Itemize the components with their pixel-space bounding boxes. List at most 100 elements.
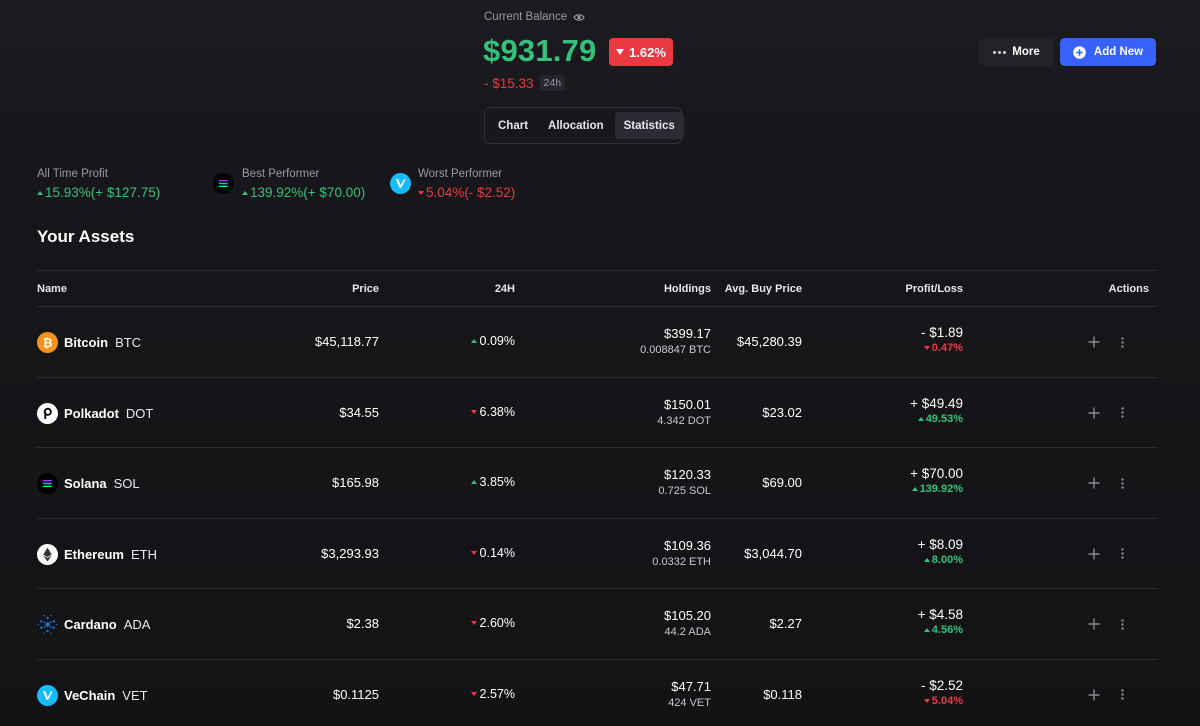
asset-profit-loss: - $1.89 0.47%	[921, 325, 963, 354]
profit-loss-pct: 139.92%	[910, 483, 963, 495]
asset-24h-change-value: 0.09%	[479, 334, 515, 348]
asset-avg-buy-price: $69.00	[762, 475, 802, 490]
balance-label-text: Current Balance	[484, 11, 568, 23]
holdings-amount: 0.008847 BTC	[640, 344, 711, 356]
table-row[interactable]: Solana SOL $165.98 3.85% $120.33 0.725 SOL $69…	[37, 448, 1157, 519]
ethereum-icon	[37, 543, 58, 565]
table-row[interactable]: Cardano ADA $2.38 2.60% $105.20 44.2 ADA $2.27…	[37, 589, 1157, 660]
asset-price: $34.55	[339, 404, 379, 420]
asset-name-cell[interactable]: Ethereum ETH	[37, 543, 157, 565]
col-24h[interactable]: 24H	[494, 283, 515, 295]
table-row[interactable]: Ethereum ETH $3,293.93 0.14% $109.36 0.0332 E…	[37, 519, 1157, 589]
table-row[interactable]: ₿ Bitcoin BTC $45,118.77 0.09% $399.17 0.00884…	[37, 307, 1157, 378]
col-price[interactable]: Price	[352, 283, 379, 295]
add-transaction-button[interactable]	[1084, 589, 1104, 659]
asset-holdings: $150.01 4.342 DOT	[657, 397, 711, 427]
profit-loss-pct-value: 5.04%	[931, 694, 963, 707]
profit-loss-value: + $8.09	[917, 536, 963, 552]
caret-down-icon	[470, 621, 477, 625]
asset-name-cell[interactable]: Polkadot DOT	[37, 402, 153, 424]
asset-name-cell[interactable]: Solana SOL	[37, 473, 140, 494]
caret-down-icon	[418, 190, 424, 195]
row-menu-button[interactable]	[1112, 378, 1132, 448]
profit-loss-value: - $2.52	[920, 677, 963, 693]
stat-value: 5.04%(- $2.52)	[418, 185, 515, 200]
asset-name-cell[interactable]: VeChain VET	[37, 684, 148, 706]
col-actions: Actions	[1108, 283, 1149, 295]
vechain-icon	[390, 173, 411, 199]
holdings-amount: 424 VET	[668, 696, 711, 709]
solana-icon	[213, 173, 234, 199]
asset-symbol: ADA	[123, 617, 151, 632]
row-menu-button[interactable]	[1112, 448, 1132, 518]
asset-name: VeChain	[64, 687, 116, 703]
eye-icon[interactable]	[573, 13, 585, 22]
plus-icon	[1088, 407, 1100, 418]
asset-name-cell[interactable]: ₿ Bitcoin BTC	[37, 332, 141, 353]
asset-profit-loss: + $8.09 8.00%	[918, 537, 963, 566]
add-transaction-button[interactable]	[1084, 307, 1104, 377]
asset-profit-loss: + $70.00 139.92%	[910, 466, 963, 495]
add-new-button[interactable]: Add New	[1060, 38, 1156, 66]
profit-loss-value: + $49.49	[910, 395, 963, 411]
add-transaction-button[interactable]	[1084, 519, 1104, 589]
asset-24h-change: 6.38%	[470, 404, 515, 419]
table-row[interactable]: Polkadot DOT $34.55 6.38% $150.01 4.342 DOT $2…	[37, 378, 1157, 448]
asset-name: Solana	[64, 476, 107, 491]
row-menu-button[interactable]	[1112, 307, 1132, 377]
caret-down-icon	[470, 409, 477, 414]
asset-holdings: $47.71 424 VET	[668, 679, 711, 709]
asset-avg-buy-price: $2.27	[769, 616, 802, 631]
holdings-value: $105.20	[664, 608, 711, 623]
tab-allocation[interactable]: Allocation	[548, 119, 604, 132]
profit-loss-pct-value: 4.56%	[931, 624, 963, 636]
profit-loss-value: + $4.58	[917, 607, 963, 622]
tab-statistics[interactable]: Statistics	[614, 112, 684, 139]
holdings-amount: 44.2 ADA	[664, 626, 711, 638]
stat-label: All Time Profit	[37, 168, 108, 180]
asset-price: $165.98	[332, 475, 379, 490]
asset-24h-change-value: 6.38%	[479, 404, 515, 419]
asset-price: $0.1125	[332, 686, 379, 702]
profit-loss-pct: 49.53%	[910, 413, 963, 425]
profit-loss-pct: 5.04%	[921, 695, 963, 707]
add-transaction-button[interactable]	[1084, 378, 1104, 448]
holdings-value: $399.17	[664, 326, 711, 341]
add-transaction-button[interactable]	[1084, 448, 1104, 518]
asset-name-cell[interactable]: Cardano ADA	[37, 614, 150, 635]
holdings-amount: 4.342 DOT	[657, 414, 711, 427]
asset-24h-change: 0.09%	[470, 334, 515, 348]
asset-holdings: $399.17 0.008847 BTC	[640, 326, 711, 356]
asset-24h-change-value: 2.57%	[479, 686, 515, 701]
caret-up-icon	[242, 190, 248, 195]
table-row[interactable]: VeChain VET $0.1125 2.57% $47.71 424 VET $0.11…	[37, 660, 1157, 726]
col-profit-loss[interactable]: Profit/Loss	[905, 283, 963, 295]
add-transaction-button[interactable]	[1084, 660, 1104, 726]
caret-down-icon	[923, 346, 930, 350]
row-menu-button[interactable]	[1112, 589, 1132, 659]
asset-name: Cardano	[64, 617, 117, 632]
caret-up-icon	[470, 339, 477, 343]
col-name[interactable]: Name	[37, 283, 67, 295]
more-button[interactable]: More	[979, 38, 1054, 66]
profit-loss-pct-value: 139.92%	[919, 483, 963, 495]
holdings-value: $109.36	[664, 537, 711, 553]
solana-icon	[37, 473, 58, 494]
asset-24h-change: 0.14%	[470, 546, 515, 560]
asset-holdings: $120.33 0.725 SOL	[658, 467, 711, 497]
plus-icon	[1088, 477, 1100, 489]
row-menu-button[interactable]	[1112, 660, 1132, 726]
balance-change-abs: - $15.33	[484, 75, 534, 91]
asset-name: Polkadot	[64, 405, 119, 421]
tab-chart[interactable]: Chart	[498, 119, 529, 132]
col-avg-buy[interactable]: Avg. Buy Price	[724, 283, 802, 295]
polkadot-icon	[37, 402, 58, 424]
holdings-amount: 0.725 SOL	[658, 485, 711, 497]
asset-symbol: SOL	[113, 476, 140, 491]
cardano-icon	[37, 614, 58, 635]
vechain-icon	[37, 684, 58, 706]
row-menu-button[interactable]	[1112, 519, 1132, 589]
asset-24h-change-value: 2.60%	[479, 616, 515, 630]
col-holdings[interactable]: Holdings	[663, 283, 711, 295]
plus-icon	[1088, 548, 1100, 559]
